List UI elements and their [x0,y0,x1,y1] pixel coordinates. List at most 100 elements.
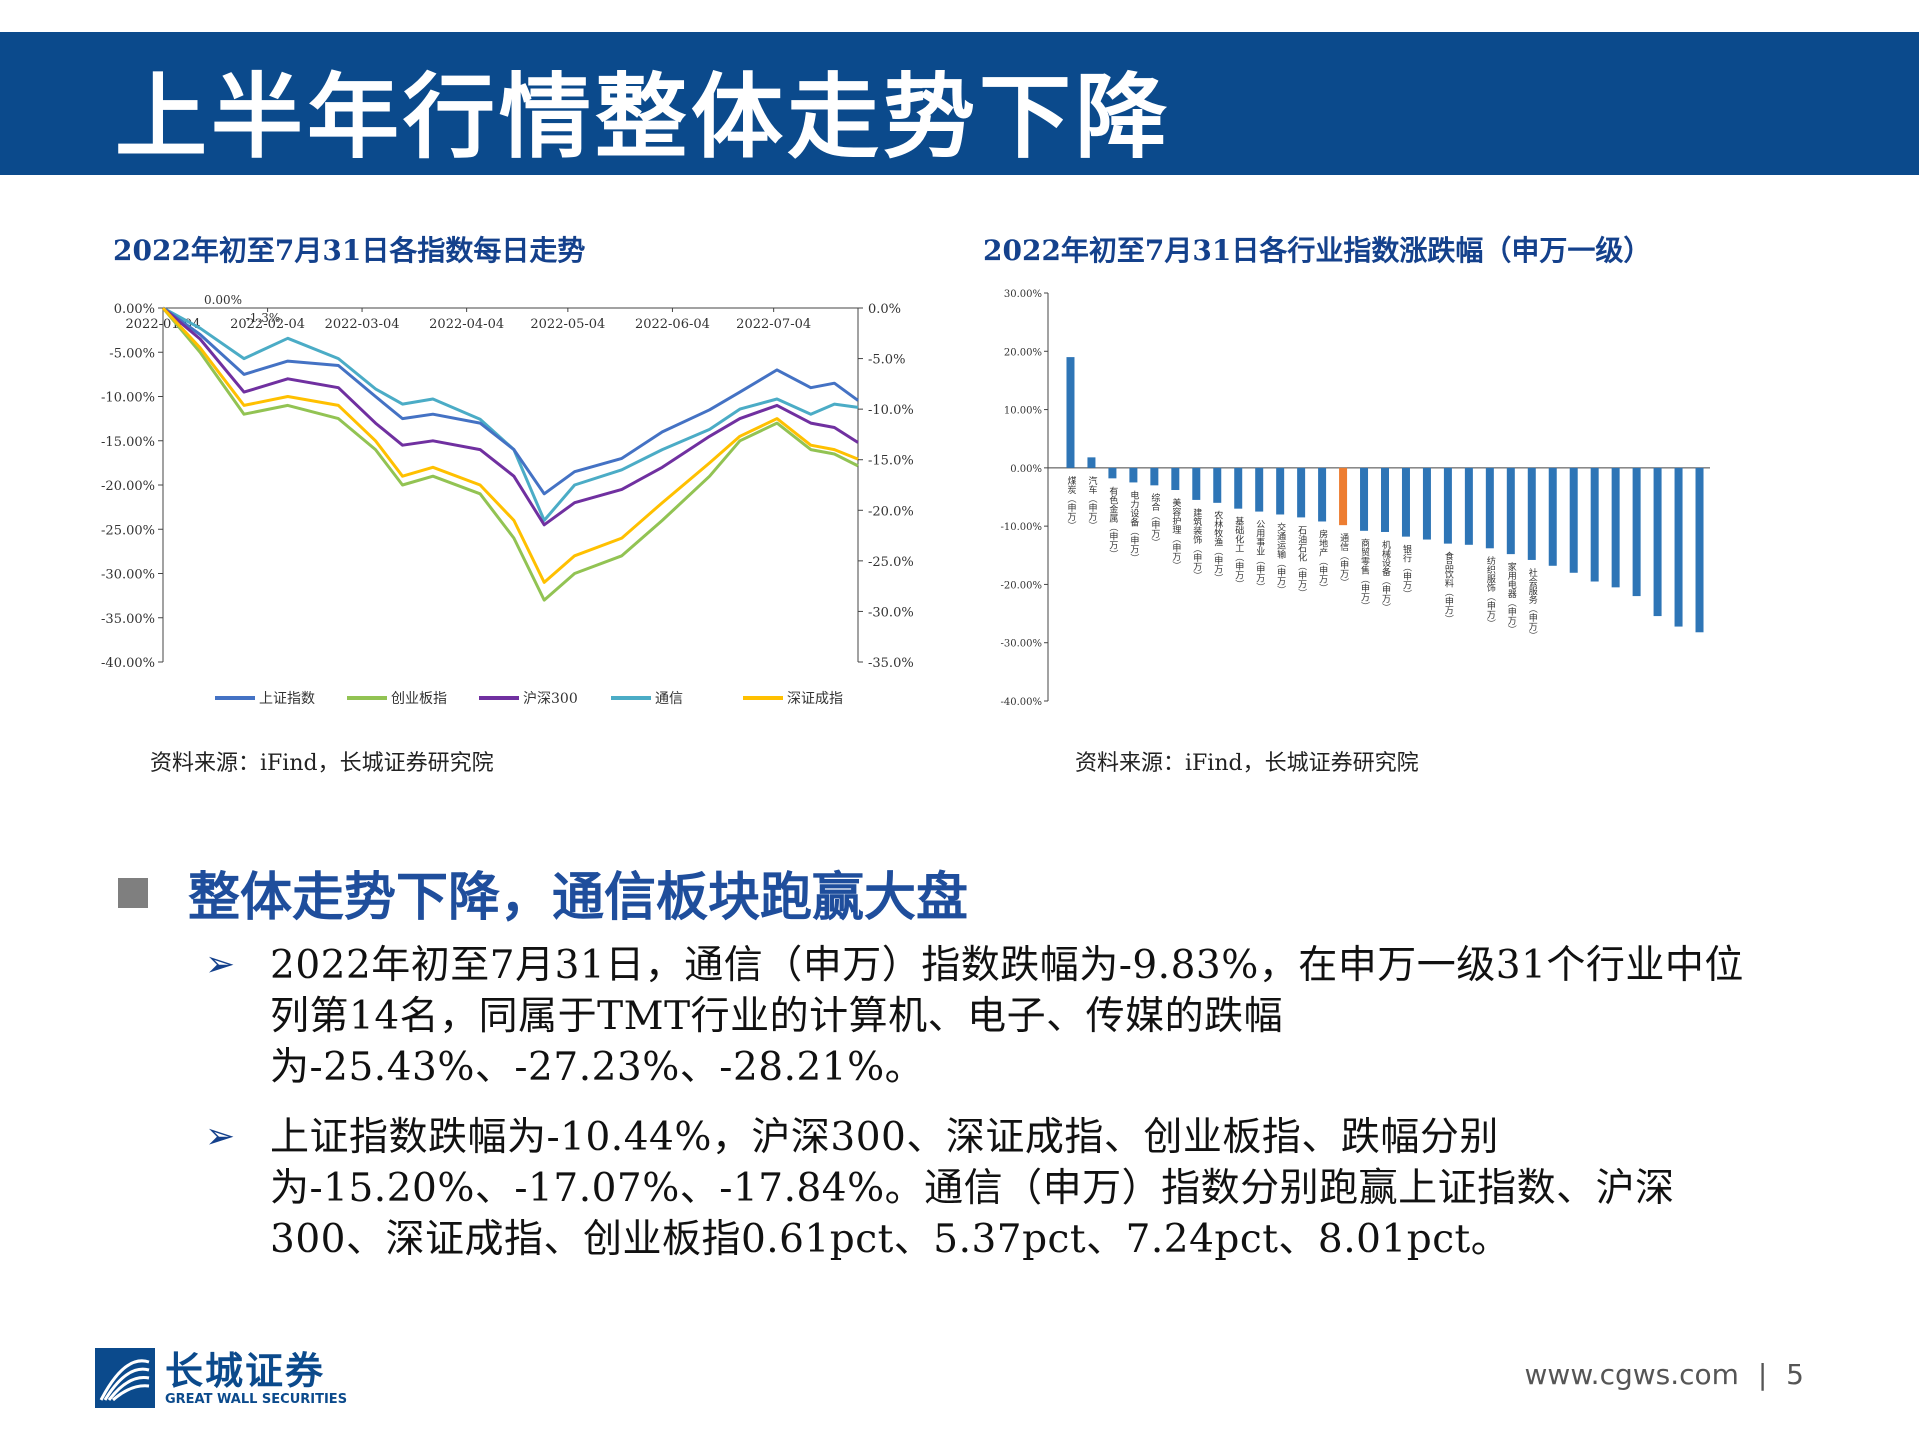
bar-category-label: 交通运输（申万） [1275,521,1286,594]
bar [1297,467,1306,518]
right-y-tick-label: -10.0% [868,403,914,418]
bar [1192,467,1201,500]
bar-category-label: 机械设备（申万） [1380,539,1391,612]
right-y-tick-label: 0.0% [868,302,901,317]
logo-chinese-name: 长城证券 [165,1348,326,1393]
bar-category-label: 综合（申万） [1149,492,1160,547]
bar [1695,467,1704,633]
left-y-tick-label: -20.00% [101,479,155,494]
bar-category-label: 银行（申万） [1401,544,1412,599]
right-y-tick-label: -35.0% [868,656,914,671]
y-tick-label: 10.00% [1004,406,1042,417]
bar [1422,467,1431,540]
left-chart-source: 资料来源：iFind，长城证券研究院 [150,751,494,776]
arrow-right-icon: ➢ [205,1116,236,1157]
left-y-tick-label: 0.00% [114,302,155,317]
bar [1401,467,1410,537]
bar-category-label: 电力设备（申万） [1128,489,1139,562]
bar [1464,467,1473,545]
footer-separator: | [1757,1358,1768,1391]
bar [1443,467,1452,544]
left-y-tick-label: -5.00% [109,346,155,361]
bar [1234,467,1243,509]
right-chart-source: 资料来源：iFind，长城证券研究院 [1075,751,1419,776]
industry-bar-chart: 30.00% 20.00% 10.00% 0.00% -10.00% -20.00% -30… [1000,289,1710,708]
x-tick-label: 2022-07-04 [736,317,811,332]
right-y-tick-label: -25.0% [868,555,914,570]
top-annotation: -1.3% [246,311,281,325]
section-heading-text: 整体走势下降，通信板块跑赢大盘 [188,867,969,928]
x-tick-label: 2022-05-04 [530,317,605,332]
bar [1255,467,1264,512]
y-tick-label: -40.00% [1000,697,1042,708]
bar [1381,467,1389,532]
series-line [162,306,859,527]
x-tick-label: 2022-03-04 [325,317,400,332]
x-tick-label: 2022-06-04 [635,317,710,332]
bar [1087,457,1096,468]
series-line [162,306,859,522]
bar-category-label: 商贸零售（申万） [1359,538,1370,611]
left-y-tick-label: -40.00% [101,656,155,671]
bullet-item: ➢ 2022年初至7月31日，通信（申万）指数跌幅为-9.83%，在申万一级31… [205,940,1785,1093]
legend-label: 上证指数 [259,691,315,707]
legend-label: 通信 [655,691,683,707]
bar [1171,467,1180,491]
bar [1674,467,1683,627]
bar-category-label: 家用电器（申万） [1506,561,1517,634]
bar [1548,467,1557,566]
bar-category-label: 建筑装饰（申万） [1191,507,1202,580]
great-wall-logo-icon [95,1348,155,1408]
section-heading: 整体走势下降，通信板块跑赢大盘 [118,855,968,930]
bar [1569,467,1578,573]
bullet-text: 上证指数跌幅为-10.44%，沪深300、深证成指、创业板指、跌幅分别为-15.… [270,1115,1675,1262]
series-line [161,307,859,602]
bar-category-label: 煤炭（申万） [1065,475,1076,530]
bar [1360,467,1369,531]
bar [1150,467,1159,486]
left-y-tick-label: -30.00% [101,568,155,583]
legend-label: 深证成指 [787,691,843,707]
title-banner: 上半年行情整体走势下降 [0,32,1919,175]
bar [1653,467,1662,617]
bullet-text: 2022年初至7月31日，通信（申万）指数跌幅为-9.83%，在申万一级31个行… [270,943,1744,1090]
left-y-tick-label: -35.00% [101,612,155,627]
bar-category-label: 美容护理（申万） [1170,497,1181,570]
page-title: 上半年行情整体走势下降 [115,64,1172,171]
bar [1276,467,1285,515]
bar-category-label: 纺织服饰（申万） [1485,555,1496,628]
left-y-tick-label: -25.00% [101,523,155,538]
bar-category-label: 有色金属（申万） [1107,485,1118,558]
bar-category-label: 社会服务（申万） [1527,567,1538,640]
bar-category-label: 通信（申万） [1338,533,1349,587]
top-annotation: 0.00% [204,293,242,307]
bar-category-label: 汽车（申万） [1086,475,1097,530]
right-y-tick-label: -20.0% [868,504,914,519]
bar [1506,467,1515,555]
series-line [161,306,859,584]
right-y-tick-label: -30.0% [868,605,914,620]
company-logo: 长城证券 GREAT WALL SECURITIES [95,1348,347,1408]
left-y-tick-label: -10.00% [101,391,155,406]
arrow-right-icon: ➢ [205,944,236,985]
left-y-tick-label: -15.00% [101,435,155,450]
bar [1318,467,1327,522]
bar [1213,467,1222,503]
footer-url: www.cgws.com | 5 [1525,1358,1804,1391]
y-tick-label: 20.00% [1004,347,1042,358]
right-chart-title: 2022年初至7月31日各行业指数涨跌幅（申万一级） [983,234,1652,267]
bar-category-label: 食品饮料（申万） [1443,551,1454,624]
bar [1611,467,1620,588]
bar-category-label: 公用事业（申万） [1254,519,1265,591]
page-number: 5 [1786,1358,1804,1391]
y-tick-label: -10.00% [1000,522,1042,533]
right-y-tick-label: -5.0% [868,353,905,368]
y-tick-label: -30.00% [1000,639,1042,650]
bar [1590,467,1599,582]
left-chart-title: 2022年初至7月31日各指数每日走势 [113,234,586,267]
bar-category-label: 农林牧渔（申万） [1212,510,1223,583]
bar [1339,467,1348,526]
website-link[interactable]: www.cgws.com [1524,1358,1739,1391]
right-y-tick-label: -15.0% [868,454,914,469]
bullet-item: ➢ 上证指数跌幅为-10.44%，沪深300、深证成指、创业板指、跌幅分别为-1… [205,1112,1785,1265]
